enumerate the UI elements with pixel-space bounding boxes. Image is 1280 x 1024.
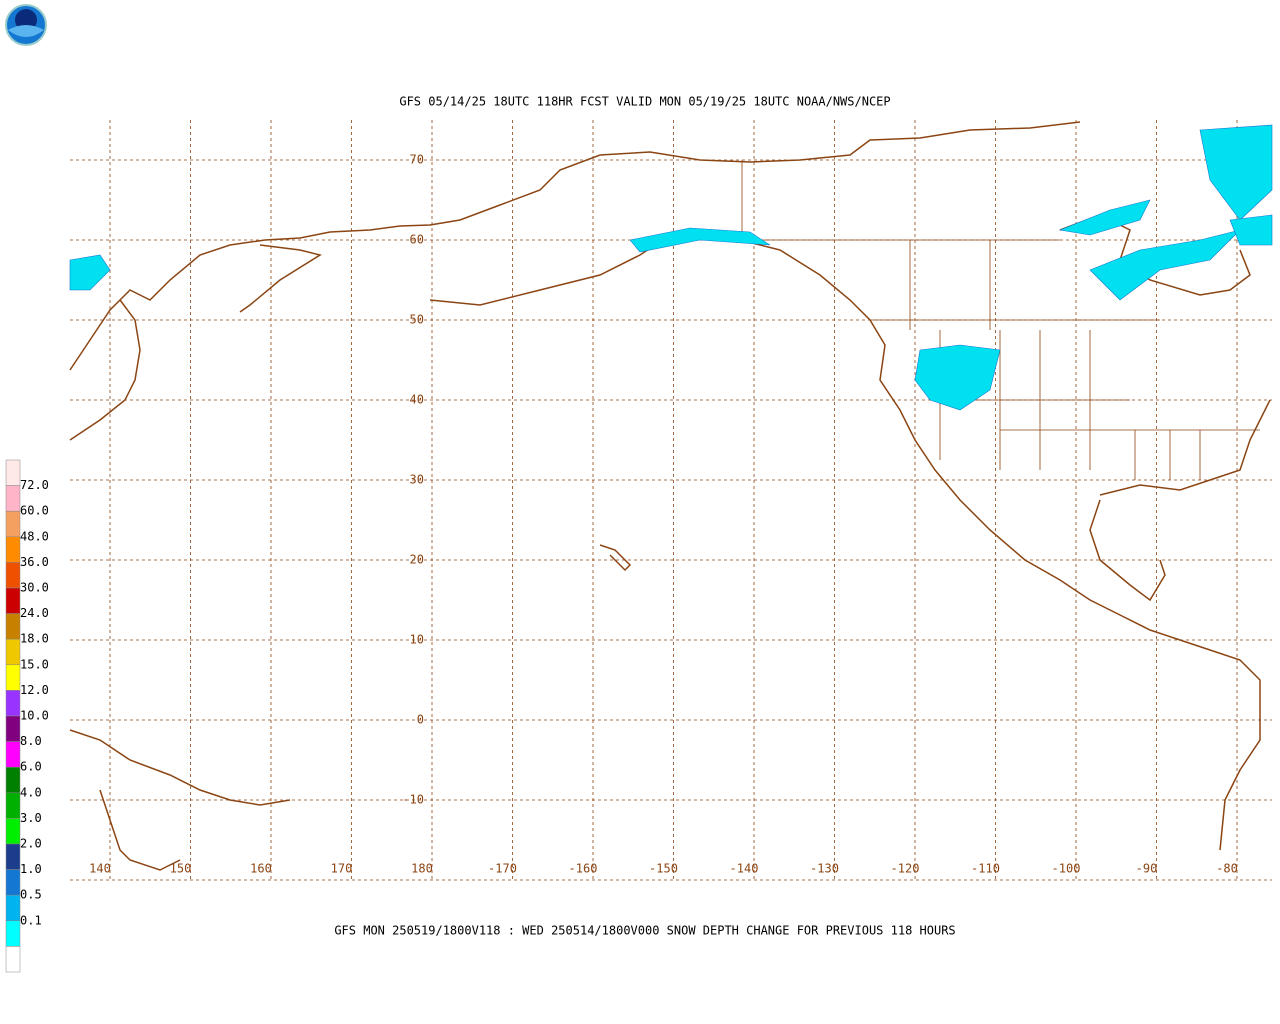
legend-swatch	[5, 792, 21, 819]
legend-swatch	[5, 869, 21, 896]
latitude-label: 40	[410, 393, 424, 407]
longitude-label: -150	[649, 862, 678, 876]
latitude-label: 30	[410, 473, 424, 487]
legend-label: 4.0	[20, 785, 42, 799]
legend-swatch	[5, 485, 21, 512]
latitude-label: 20	[410, 553, 424, 567]
longitude-label: 140	[89, 862, 111, 876]
legend-swatch	[5, 715, 21, 742]
legend-label: 10.0	[20, 709, 49, 723]
snow-depth-change	[69, 124, 1273, 411]
legend-label: 60.0	[20, 504, 49, 518]
legend-swatch	[5, 459, 21, 486]
legend-swatch	[5, 741, 21, 768]
longitude-label: 170	[331, 862, 353, 876]
longitude-label: -160	[569, 862, 598, 876]
legend-label: 24.0	[20, 606, 49, 620]
legend-swatch	[5, 766, 21, 794]
legend-label: 12.0	[20, 683, 49, 697]
legend-label: 3.0	[20, 811, 42, 825]
legend-label: 0.1	[20, 913, 42, 927]
noaa-logo	[5, 4, 47, 46]
legend-swatch	[5, 587, 21, 614]
map-title: GFS 05/14/25 18UTC 118HR FCST VALID MON …	[399, 95, 890, 109]
longitude-label: 180	[411, 862, 433, 876]
legend-swatch	[5, 510, 21, 538]
legend-swatch	[5, 664, 21, 691]
legend-swatch	[5, 638, 21, 666]
legend-swatch	[5, 818, 21, 845]
legend-swatch	[5, 690, 21, 717]
legend-swatch	[5, 536, 21, 563]
longitude-label: -130	[810, 862, 839, 876]
legend-swatch	[5, 894, 21, 922]
longitude-label: -80	[1216, 862, 1238, 876]
latitude-label: 10	[410, 633, 424, 647]
longitude-label: -90	[1136, 862, 1158, 876]
latitude-label: 50	[410, 313, 424, 327]
longitude-label: 160	[250, 862, 272, 876]
longitude-label: -110	[971, 862, 1000, 876]
legend-label: 18.0	[20, 632, 49, 646]
legend-swatch	[5, 843, 21, 870]
legend-swatch	[5, 946, 21, 973]
latitude-label: -10	[402, 793, 424, 807]
legend-label: 30.0	[20, 581, 49, 595]
longitude-label: -140	[730, 862, 759, 876]
latitude-label: 70	[410, 153, 424, 167]
legend-label: 48.0	[20, 529, 49, 543]
legend-label: 15.0	[20, 657, 49, 671]
latitude-label: 0	[417, 713, 424, 727]
longitude-label: -100	[1052, 862, 1081, 876]
legend-label: 72.0	[20, 478, 49, 492]
legend-label: 2.0	[20, 837, 42, 851]
latitude-label: 60	[410, 233, 424, 247]
legend: 72.0 60.0 48.0 36.0 30.0 24.0 18.0 15.0 12.0 10.0…	[5, 459, 49, 973]
legend-label: 0.5	[20, 888, 42, 902]
longitude-label: -120	[891, 862, 920, 876]
legend-label: 36.0	[20, 555, 49, 569]
coordinate-labels: 70 60 50 40 30 20 10 0 -10 140 150 160 170 180 -170 -16…	[89, 153, 1238, 876]
map-footer: GFS MON 250519/1800V118 : WED 250514/180…	[334, 924, 955, 938]
legend-label: 1.0	[20, 862, 42, 876]
legend-label: 6.0	[20, 760, 42, 774]
longitude-label: 150	[170, 862, 192, 876]
legend-swatch	[5, 613, 21, 640]
legend-swatch	[5, 920, 21, 947]
legend-label: 8.0	[20, 734, 42, 748]
legend-swatch	[5, 562, 21, 589]
longitude-label: -170	[488, 862, 517, 876]
